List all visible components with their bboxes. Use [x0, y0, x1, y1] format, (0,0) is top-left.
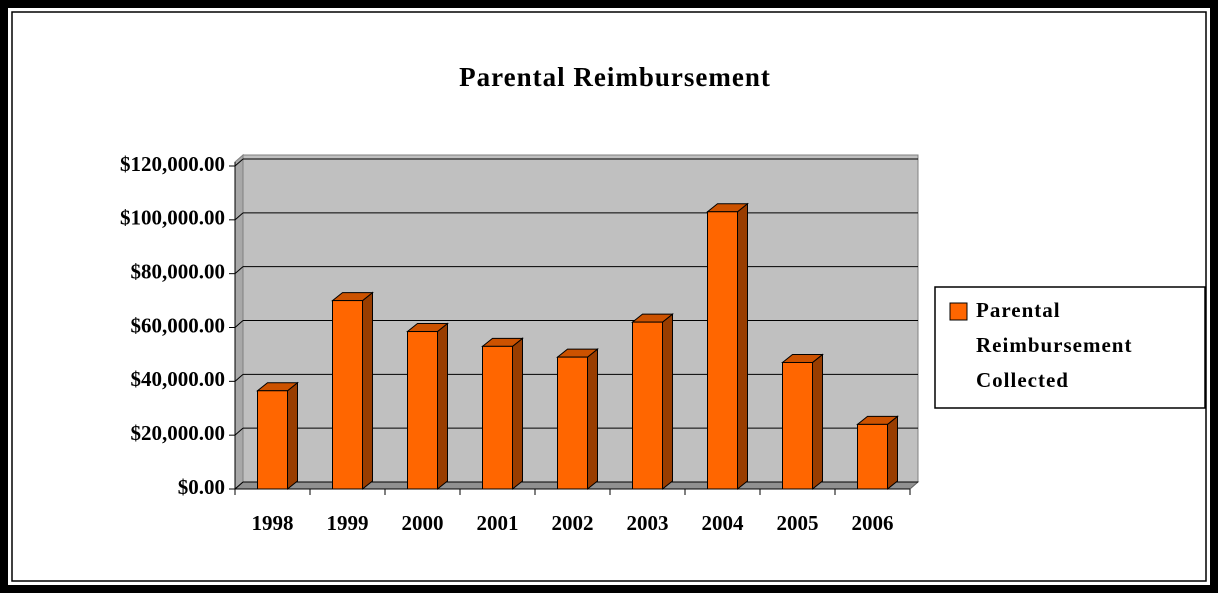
bar-side	[437, 322, 448, 491]
x-tick-label: 1998	[252, 511, 294, 535]
x-tick-label: 2000	[402, 511, 444, 535]
x-tick-label: 2002	[552, 511, 594, 535]
bar	[782, 361, 813, 490]
legend-line: Collected	[976, 368, 1069, 392]
bar	[707, 211, 738, 490]
grid-line-side	[234, 481, 244, 490]
grid-line-side	[234, 427, 244, 436]
bar-side	[512, 337, 523, 491]
grid-line-side	[234, 212, 244, 221]
legend-line: Reimbursement	[976, 333, 1132, 357]
bar-side	[287, 381, 298, 491]
bar-side	[737, 202, 748, 491]
legend-box	[934, 286, 1206, 409]
bar-side	[887, 415, 898, 491]
x-tick-label: 2004	[702, 511, 745, 535]
bar-side	[662, 313, 673, 491]
x-tick-label: 1999	[327, 511, 369, 535]
bar-side	[587, 348, 598, 491]
bar	[407, 331, 438, 490]
bar	[857, 423, 888, 490]
y-tick-label: $100,000.00	[120, 206, 225, 230]
grid-line-side	[234, 158, 244, 167]
bar	[482, 345, 513, 490]
legend-label: Parental Reimbursement Collected	[976, 298, 1132, 392]
grid-line-side	[234, 266, 244, 275]
inner-frame	[11, 11, 1207, 582]
x-tick-label: 2005	[777, 511, 819, 535]
grid-line-side	[234, 373, 244, 382]
legend-line: Parental	[976, 298, 1061, 322]
x-tick-label: 2006	[852, 511, 894, 535]
x-tick-label: 2001	[477, 511, 519, 535]
bar	[557, 356, 588, 490]
y-tick-label: $20,000.00	[131, 421, 226, 445]
bar	[632, 321, 663, 490]
y-tick-label: $40,000.00	[131, 367, 226, 391]
y-tick-label: $0.00	[178, 475, 225, 499]
bar-side	[362, 291, 373, 491]
y-tick-label: $80,000.00	[131, 259, 226, 283]
legend-swatch	[949, 302, 968, 321]
chart-title: Parental Reimbursement	[459, 62, 771, 92]
y-tick-label: $60,000.00	[131, 313, 226, 337]
x-tick-label: 2003	[627, 511, 669, 535]
grid-line-side	[234, 320, 244, 328]
bar	[332, 300, 363, 490]
bar	[257, 390, 288, 490]
bar-side	[812, 353, 823, 491]
y-tick-label: $120,000.00	[120, 152, 225, 176]
